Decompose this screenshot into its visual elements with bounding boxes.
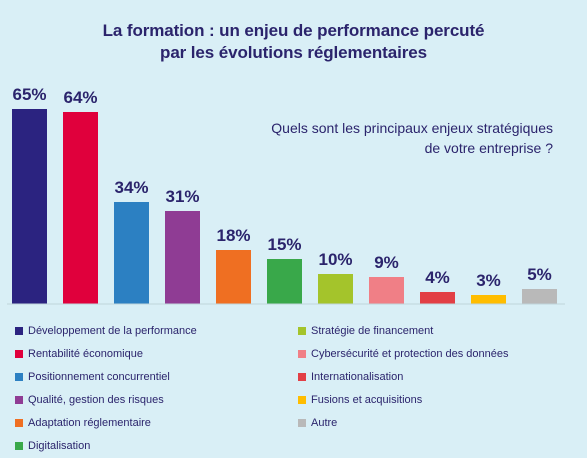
chart-legend: Développement de la performance Rentabili…	[0, 320, 587, 458]
legend-label: Fusions et acquisitions	[311, 394, 423, 406]
legend-color-swatch	[15, 350, 23, 358]
bar-value-label-2: 34%	[114, 178, 148, 197]
bar-5	[267, 259, 302, 304]
legend-item-7: Cybersécurité et protection des données	[298, 347, 509, 361]
legend-item-4: Adaptation réglementaire	[15, 416, 151, 430]
legend-item-0: Développement de la performance	[15, 324, 197, 338]
legend-item-2: Positionnement concurrentiel	[15, 370, 170, 384]
bar-value-label-5: 15%	[267, 235, 301, 254]
legend-item-9: Fusions et acquisitions	[298, 393, 422, 407]
bar-4	[216, 250, 251, 304]
bar-6	[318, 274, 353, 304]
legend-item-10: Autre	[298, 416, 337, 430]
chart-question: Quels sont les principaux enjeux stratég…	[213, 118, 553, 158]
bar-value-label-8: 4%	[425, 268, 450, 287]
bar-0	[12, 109, 47, 304]
bar-9	[471, 295, 506, 304]
legend-color-swatch	[298, 350, 306, 358]
legend-label: Internationalisation	[311, 371, 404, 383]
legend-color-swatch	[298, 396, 306, 404]
chart-title: La formation : un enjeu de performance p…	[0, 20, 587, 64]
bar-value-label-0: 65%	[12, 85, 46, 104]
legend-label: Cybersécurité et protection des données	[311, 348, 509, 360]
bar-10	[522, 289, 557, 304]
legend-label: Qualité, gestion des risques	[28, 394, 164, 406]
bar-1	[63, 112, 98, 304]
bar-7	[369, 277, 404, 304]
bar-value-label-7: 9%	[374, 253, 399, 272]
legend-color-swatch	[15, 442, 23, 450]
legend-label: Stratégie de financement	[311, 325, 434, 337]
legend-label: Autre	[311, 417, 338, 429]
chart-question-line-1: Quels sont les principaux enjeux stratég…	[271, 120, 553, 136]
legend-label: Développement de la performance	[28, 325, 197, 337]
legend-item-5: Digitalisation	[15, 439, 90, 453]
chart-title-line-1: La formation : un enjeu de performance p…	[102, 21, 485, 40]
legend-item-1: Rentabilité économique	[15, 347, 143, 361]
bar-3	[165, 211, 200, 304]
chart-title-line-2: par les évolutions réglementaires	[160, 43, 427, 62]
legend-item-3: Qualité, gestion des risques	[15, 393, 164, 407]
bar-value-label-3: 31%	[165, 187, 199, 206]
bar-value-label-10: 5%	[527, 265, 552, 284]
chart-question-line-2: de votre entreprise ?	[424, 140, 553, 156]
bar-value-label-4: 18%	[216, 226, 250, 245]
legend-color-swatch	[15, 373, 23, 381]
bar-8	[420, 292, 455, 304]
legend-label: Digitalisation	[28, 440, 91, 452]
legend-label: Adaptation réglementaire	[28, 417, 151, 429]
bar-value-label-1: 64%	[63, 88, 97, 107]
legend-label: Rentabilité économique	[28, 348, 143, 360]
legend-color-swatch	[15, 396, 23, 404]
legend-color-swatch	[298, 373, 306, 381]
bar-value-label-9: 3%	[476, 271, 501, 290]
legend-label: Positionnement concurrentiel	[28, 371, 170, 383]
legend-color-swatch	[15, 419, 23, 427]
legend-item-6: Stratégie de financement	[298, 324, 433, 338]
bar-2	[114, 202, 149, 304]
legend-color-swatch	[298, 327, 306, 335]
legend-color-swatch	[15, 327, 23, 335]
legend-item-8: Internationalisation	[298, 370, 403, 384]
bar-value-label-6: 10%	[318, 250, 352, 269]
legend-color-swatch	[298, 419, 306, 427]
